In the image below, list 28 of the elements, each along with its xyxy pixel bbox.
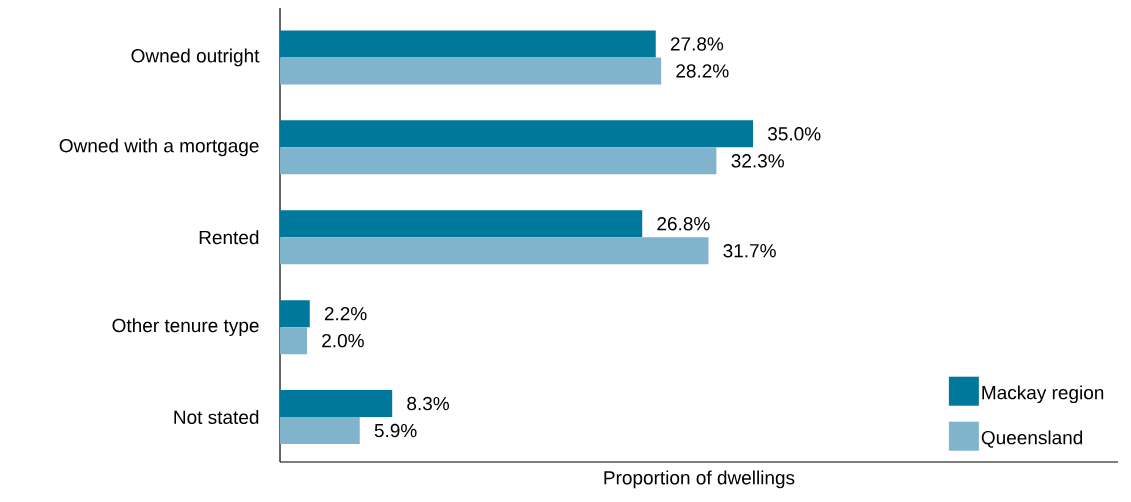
data-label: 5.9%	[374, 423, 417, 438]
bar	[280, 210, 643, 238]
data-label: 31.7%	[723, 244, 776, 258]
bar	[280, 30, 656, 58]
data-label: 8.3%	[407, 396, 450, 411]
data-label: 32.3%	[731, 154, 784, 168]
bar	[280, 327, 308, 355]
y-tick-label: Owned outright	[131, 48, 260, 67]
y-tick-label: Owned with a mortgage	[59, 138, 259, 157]
data-label: 26.8%	[657, 217, 710, 231]
data-label: 27.8%	[670, 37, 724, 51]
data-label: 28.2%	[676, 64, 729, 78]
bar	[280, 237, 709, 265]
bar	[280, 300, 310, 328]
data-label: 35.0%	[767, 127, 821, 141]
bar	[280, 390, 393, 418]
bar	[280, 417, 360, 445]
bar	[280, 57, 662, 85]
legend-label: Mackay region	[982, 385, 1104, 404]
y-tick-label: Rented	[199, 230, 259, 245]
data-label: 2.0%	[322, 333, 364, 348]
y-tick-label: Not stated	[174, 410, 259, 425]
bar	[280, 147, 717, 175]
y-tick-label: Other tenure type	[112, 318, 259, 336]
bar	[280, 120, 754, 148]
x-axis-title: Proportion of dwellings	[604, 470, 795, 489]
data-label: 2.2%	[324, 306, 367, 321]
legend-label: Queensland	[981, 430, 1083, 448]
